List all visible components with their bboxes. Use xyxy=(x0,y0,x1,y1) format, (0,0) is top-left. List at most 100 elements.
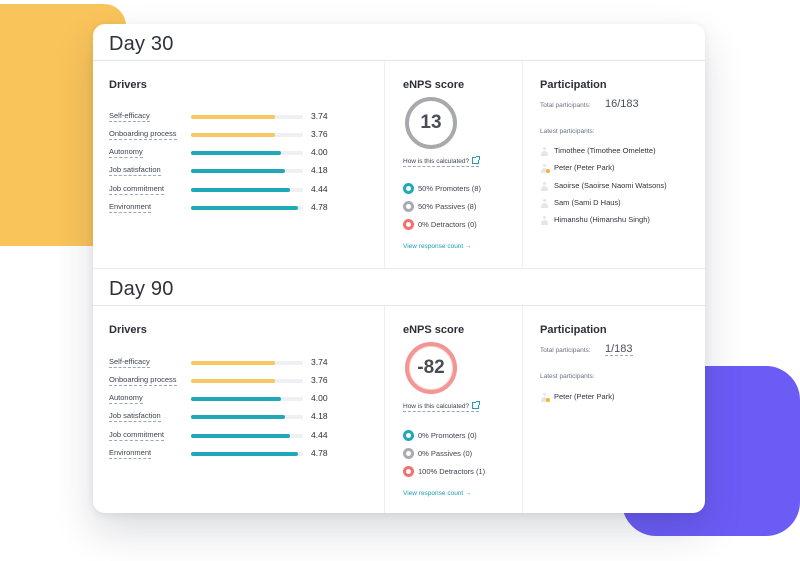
badge-icon xyxy=(546,397,550,402)
driver-row: Onboarding process 3.76 xyxy=(109,129,341,141)
drivers-panel: Drivers Self-efficacy 3.74 Onboarding pr… xyxy=(93,61,384,268)
driver-label[interactable]: Job satisfaction xyxy=(109,411,161,422)
section-header: Day 30 xyxy=(93,24,705,61)
driver-bar-fill xyxy=(191,169,285,173)
driver-value: 3.76 xyxy=(311,375,328,385)
driver-bar xyxy=(191,115,303,119)
enps-score-ring: -82 xyxy=(405,342,457,394)
driver-value: 4.44 xyxy=(311,430,328,440)
participation-panel: Participation Total participants: 1/183 … xyxy=(522,306,705,513)
day-30-section: Day 30 Drivers Self-efficacy 3.74 Onboar… xyxy=(93,24,705,268)
participation-title: Participation xyxy=(540,324,607,336)
detractors-stat: 100% Detractors (1) xyxy=(403,465,485,477)
total-participants-value[interactable]: 1/183 xyxy=(605,343,633,356)
day-title: Day 30 xyxy=(109,32,174,55)
driver-label[interactable]: Environment xyxy=(109,202,152,213)
driver-bar xyxy=(191,151,303,155)
promoters-stat: 0% Promoters (0) xyxy=(403,429,477,441)
driver-label[interactable]: Self-efficacy xyxy=(109,111,150,122)
passives-stat: 50% Passives (8) xyxy=(403,200,476,212)
detractors-label: 0% Detractors (0) xyxy=(418,219,477,229)
driver-value: 4.00 xyxy=(311,393,328,403)
driver-row: Job satisfaction 4.18 xyxy=(109,165,341,177)
total-participants-label: Total participants: xyxy=(540,347,591,354)
driver-bar-fill xyxy=(191,397,281,401)
how-calculated-link[interactable]: How is this calculated? xyxy=(403,156,481,167)
passives-label: 0% Passives (0) xyxy=(418,448,473,458)
participant-item[interactable]: Timothee (Timothee Omelette) xyxy=(540,144,656,156)
neutral-face-icon xyxy=(403,200,414,212)
participant-name: Peter (Peter Park) xyxy=(554,162,615,172)
participant-item[interactable]: Himanshu (Himanshu Singh) xyxy=(540,213,650,225)
driver-bar xyxy=(191,188,303,192)
smile-icon xyxy=(403,182,414,194)
how-calculated-link[interactable]: How is this calculated? xyxy=(403,401,481,412)
driver-value: 4.18 xyxy=(311,165,328,175)
driver-label[interactable]: Environment xyxy=(109,448,152,459)
driver-value: 4.18 xyxy=(311,411,328,421)
driver-bar xyxy=(191,379,303,383)
driver-value: 4.44 xyxy=(311,184,328,194)
driver-bar-fill xyxy=(191,188,291,192)
detractors-label: 100% Detractors (1) xyxy=(418,466,486,476)
view-response-count-link[interactable]: View response count → xyxy=(403,243,472,250)
drivers-panel: Drivers Self-efficacy 3.74 Onboarding pr… xyxy=(93,306,384,513)
driver-row: Onboarding process 3.76 xyxy=(109,375,341,387)
driver-bar xyxy=(191,397,303,401)
driver-row: Job satisfaction 4.18 xyxy=(109,411,341,423)
external-link-icon xyxy=(472,156,481,164)
driver-label[interactable]: Job commitment xyxy=(109,430,165,441)
frown-icon xyxy=(403,218,414,230)
driver-row: Job commitment 4.44 xyxy=(109,430,341,442)
participant-item[interactable]: Saoirse (Saoirse Naomi Watsons) xyxy=(540,179,667,191)
passives-label: 50% Passives (8) xyxy=(418,201,477,211)
enps-panel: eNPS score -82 How is this calculated? 0… xyxy=(384,306,522,513)
participation-title: Participation xyxy=(540,79,607,91)
driver-bar-fill xyxy=(191,452,299,456)
driver-bar xyxy=(191,452,303,456)
driver-bar-fill xyxy=(191,379,276,383)
day-90-section: Day 90 Drivers Self-efficacy 3.74 Onboar… xyxy=(93,268,705,513)
neutral-face-icon xyxy=(403,447,414,459)
detractors-stat: 0% Detractors (0) xyxy=(403,218,477,230)
driver-value: 3.74 xyxy=(311,357,328,367)
driver-label[interactable]: Job commitment xyxy=(109,184,165,195)
driver-bar xyxy=(191,415,303,419)
driver-bar-fill xyxy=(191,206,299,210)
survey-results-card: Day 30 Drivers Self-efficacy 3.74 Onboar… xyxy=(93,24,705,513)
driver-label[interactable]: Autonomy xyxy=(109,147,143,158)
enps-score-ring: 13 xyxy=(405,97,457,149)
view-response-count-link[interactable]: View response count → xyxy=(403,490,472,497)
driver-bar-fill xyxy=(191,151,281,155)
driver-label[interactable]: Onboarding process xyxy=(109,129,177,140)
driver-label[interactable]: Onboarding process xyxy=(109,375,177,386)
participant-name: Saoirse (Saoirse Naomi Watsons) xyxy=(554,180,667,190)
smile-icon xyxy=(403,429,414,441)
driver-bar xyxy=(191,133,303,137)
latest-participants-label: Latest participants: xyxy=(540,128,595,135)
driver-bar xyxy=(191,361,303,365)
participant-item[interactable]: Peter (Peter Park) xyxy=(540,390,614,402)
driver-value: 3.74 xyxy=(311,111,328,121)
badge-icon xyxy=(546,168,550,173)
driver-label[interactable]: Job satisfaction xyxy=(109,165,161,176)
driver-bar-fill xyxy=(191,434,291,438)
promoters-label: 50% Promoters (8) xyxy=(418,183,481,193)
driver-bar-fill xyxy=(191,361,275,365)
total-participants-value: 16/183 xyxy=(605,98,639,110)
participant-item[interactable]: Peter (Peter Park) xyxy=(540,161,614,173)
driver-label[interactable]: Self-efficacy xyxy=(109,357,150,368)
day-title: Day 90 xyxy=(109,277,174,300)
total-participants-label: Total participants: xyxy=(540,102,591,109)
promoters-label: 0% Promoters (0) xyxy=(418,430,477,440)
participant-name: Sam (Sami D Haus) xyxy=(554,197,621,207)
driver-label[interactable]: Autonomy xyxy=(109,393,143,404)
participant-item[interactable]: Sam (Sami D Haus) xyxy=(540,196,621,208)
driver-value: 4.78 xyxy=(311,448,328,458)
participant-name: Timothee (Timothee Omelette) xyxy=(554,145,656,155)
driver-row: Self-efficacy 3.74 xyxy=(109,111,341,123)
driver-bar xyxy=(191,434,303,438)
driver-value: 3.76 xyxy=(311,129,328,139)
enps-title: eNPS score xyxy=(403,324,465,336)
external-link-icon xyxy=(472,401,481,409)
